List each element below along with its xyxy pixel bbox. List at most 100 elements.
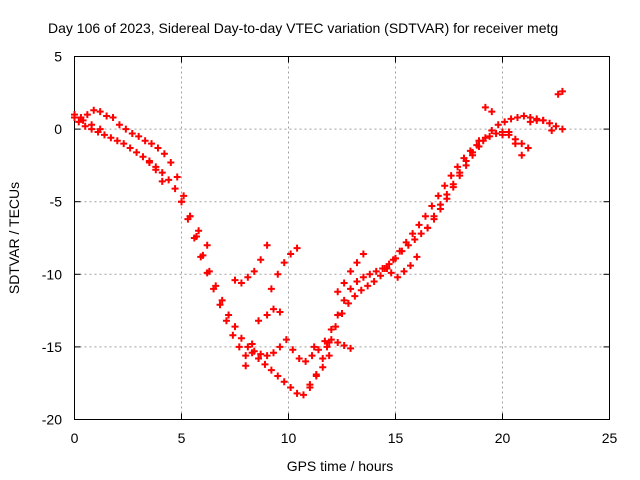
data-point	[518, 140, 526, 148]
data-point	[107, 134, 115, 142]
data-point	[222, 317, 230, 325]
data-point	[558, 125, 566, 133]
data-point	[270, 349, 278, 357]
data-point	[394, 273, 402, 281]
data-point	[158, 169, 166, 177]
data-point	[115, 121, 123, 129]
data-point	[377, 272, 385, 280]
data-point	[539, 116, 547, 124]
data-point	[447, 172, 455, 180]
data-point	[257, 350, 265, 358]
data-point	[499, 131, 506, 139]
data-point	[280, 378, 288, 386]
data-point	[340, 279, 348, 287]
data-point	[145, 158, 153, 166]
data-point	[158, 177, 166, 185]
y-tick-label: 5	[54, 49, 62, 65]
data-point	[417, 230, 425, 238]
data-point	[128, 129, 136, 137]
y-axis-ticks: -20 -15 -10 -5 0 5	[42, 49, 610, 428]
data-point	[160, 150, 168, 158]
data-point	[235, 343, 243, 351]
data-point	[274, 372, 282, 380]
data-point	[396, 247, 404, 255]
y-tick-label: -20	[42, 412, 62, 428]
data-point	[456, 169, 464, 177]
data-point	[548, 127, 556, 135]
data-point	[415, 221, 423, 229]
data-point	[79, 116, 87, 124]
data-point	[462, 157, 470, 165]
x-tick-label: 0	[71, 430, 79, 446]
data-point	[312, 372, 320, 380]
data-point	[389, 256, 397, 264]
data-point	[257, 256, 265, 264]
data-point	[195, 227, 203, 235]
data-point	[306, 381, 314, 389]
data-point	[267, 366, 275, 374]
data-point	[424, 224, 432, 232]
data-point	[255, 355, 263, 363]
data-point	[334, 288, 342, 296]
data-point	[139, 153, 147, 161]
data-point	[302, 357, 310, 365]
data-point	[103, 112, 111, 120]
gridlines	[74, 56, 610, 420]
chart-title: Day 106 of 2023, Sidereal Day-to-day VTE…	[48, 20, 558, 36]
x-tick-label: 15	[388, 430, 404, 446]
data-point	[152, 166, 160, 174]
data-point	[88, 121, 96, 129]
data-point	[411, 235, 419, 243]
data-point	[402, 238, 410, 246]
data-point	[231, 276, 239, 284]
data-point	[319, 355, 327, 363]
data-point	[171, 185, 179, 193]
data-point	[237, 279, 245, 287]
data-point	[71, 113, 78, 121]
data-point	[319, 363, 327, 371]
data-point	[372, 267, 380, 275]
data-point	[366, 270, 374, 278]
x-axis-label: GPS time / hours	[287, 458, 394, 474]
data-point	[83, 111, 91, 119]
data-point	[507, 115, 515, 123]
data-point	[237, 334, 245, 342]
data-point	[400, 267, 408, 275]
data-point	[353, 259, 361, 267]
data-point	[255, 317, 263, 325]
data-point	[501, 118, 509, 126]
data-point	[81, 122, 89, 130]
data-point	[492, 129, 500, 137]
data-point	[340, 341, 348, 349]
data-point	[552, 122, 560, 130]
data-point	[190, 234, 198, 242]
data-point	[351, 292, 359, 300]
data-point	[524, 144, 532, 152]
data-point	[274, 270, 282, 278]
x-tick-label: 5	[178, 430, 186, 446]
data-point	[409, 230, 417, 238]
x-axis-ticks: 0 5 10 15 20 25	[71, 56, 617, 446]
data-point	[406, 262, 414, 270]
data-point	[263, 352, 271, 360]
data-point	[109, 113, 117, 121]
data-point	[178, 198, 185, 206]
data-point	[347, 267, 355, 275]
data-point	[334, 339, 342, 347]
data-point	[357, 286, 365, 294]
data-point	[229, 331, 237, 339]
data-point	[443, 190, 451, 198]
data-point	[248, 340, 256, 348]
data-point	[359, 250, 367, 258]
plot-frame	[74, 56, 610, 420]
data-point	[473, 141, 481, 149]
data-point	[203, 241, 211, 249]
data-point	[280, 259, 288, 267]
data-point	[263, 241, 271, 249]
data-point	[186, 212, 194, 220]
data-point	[218, 296, 226, 304]
data-point	[325, 352, 333, 360]
data-point	[469, 148, 477, 156]
y-tick-label: -10	[42, 266, 62, 282]
data-point	[225, 311, 233, 319]
